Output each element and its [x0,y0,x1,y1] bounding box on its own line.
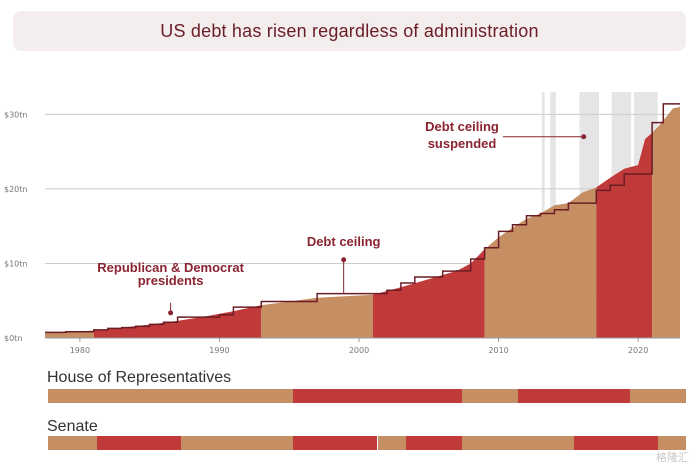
debt-area-democrat [484,187,597,338]
x-tick-label: 2000 [349,346,369,355]
house-control-bar [48,389,686,403]
annotation-dot [168,310,174,316]
debt-area-democrat [261,294,373,338]
senate-segment-democrat [181,436,294,450]
house-segment-republican [517,389,630,403]
house-segment-democrat [461,389,518,403]
senate-segment-democrat [48,436,98,450]
senate-segment-democrat [461,436,574,450]
annotation-suspended: Debt ceiling [425,119,499,134]
title-banner: US debt has risen regardless of administ… [13,11,686,51]
house-segment-democrat [629,389,686,403]
y-tick-label: $20tn [4,185,27,194]
debt-ceiling-line [45,103,680,334]
senate-control-bar [48,436,686,450]
debt-area-republican [372,249,485,338]
debt-chart: $0tn $10tn $20tn $30tn 1980 1990 2000 2010 2020 R… [4,92,680,355]
senate-segment-democrat [658,436,686,450]
debt-area-democrat [652,106,680,339]
y-tick-label: $10tn [4,259,27,268]
chart-title: US debt has risen regardless of administ… [160,21,539,41]
annotation-debt-ceiling: Debt ceiling [307,234,381,249]
annotation-presidents: Republican & Democrat [97,260,244,275]
x-tick-label: 1980 [70,346,90,355]
x-tick-label: 1990 [209,346,229,355]
senate-segment-republican [573,436,658,450]
x-tick-label: 2010 [488,346,508,355]
y-tick-label: $0tn [4,334,22,343]
y-tick-label: $30tn [4,110,27,119]
senate-segment-democrat [377,436,406,450]
senate-label: Senate [47,418,98,435]
senate-segment-republican [293,436,378,450]
annotation-presidents: presidents [138,273,204,288]
watermark: 格隆汇 [656,452,689,464]
house-segment-democrat [48,389,294,403]
senate-segment-republican [97,436,182,450]
debt-area-republican [596,133,653,338]
house-segment-republican [293,389,462,403]
annotation-suspended: suspended [428,136,497,151]
senate-segment-republican [405,436,462,450]
house-label: House of Representatives [47,369,232,386]
x-tick-label: 2020 [628,346,648,355]
